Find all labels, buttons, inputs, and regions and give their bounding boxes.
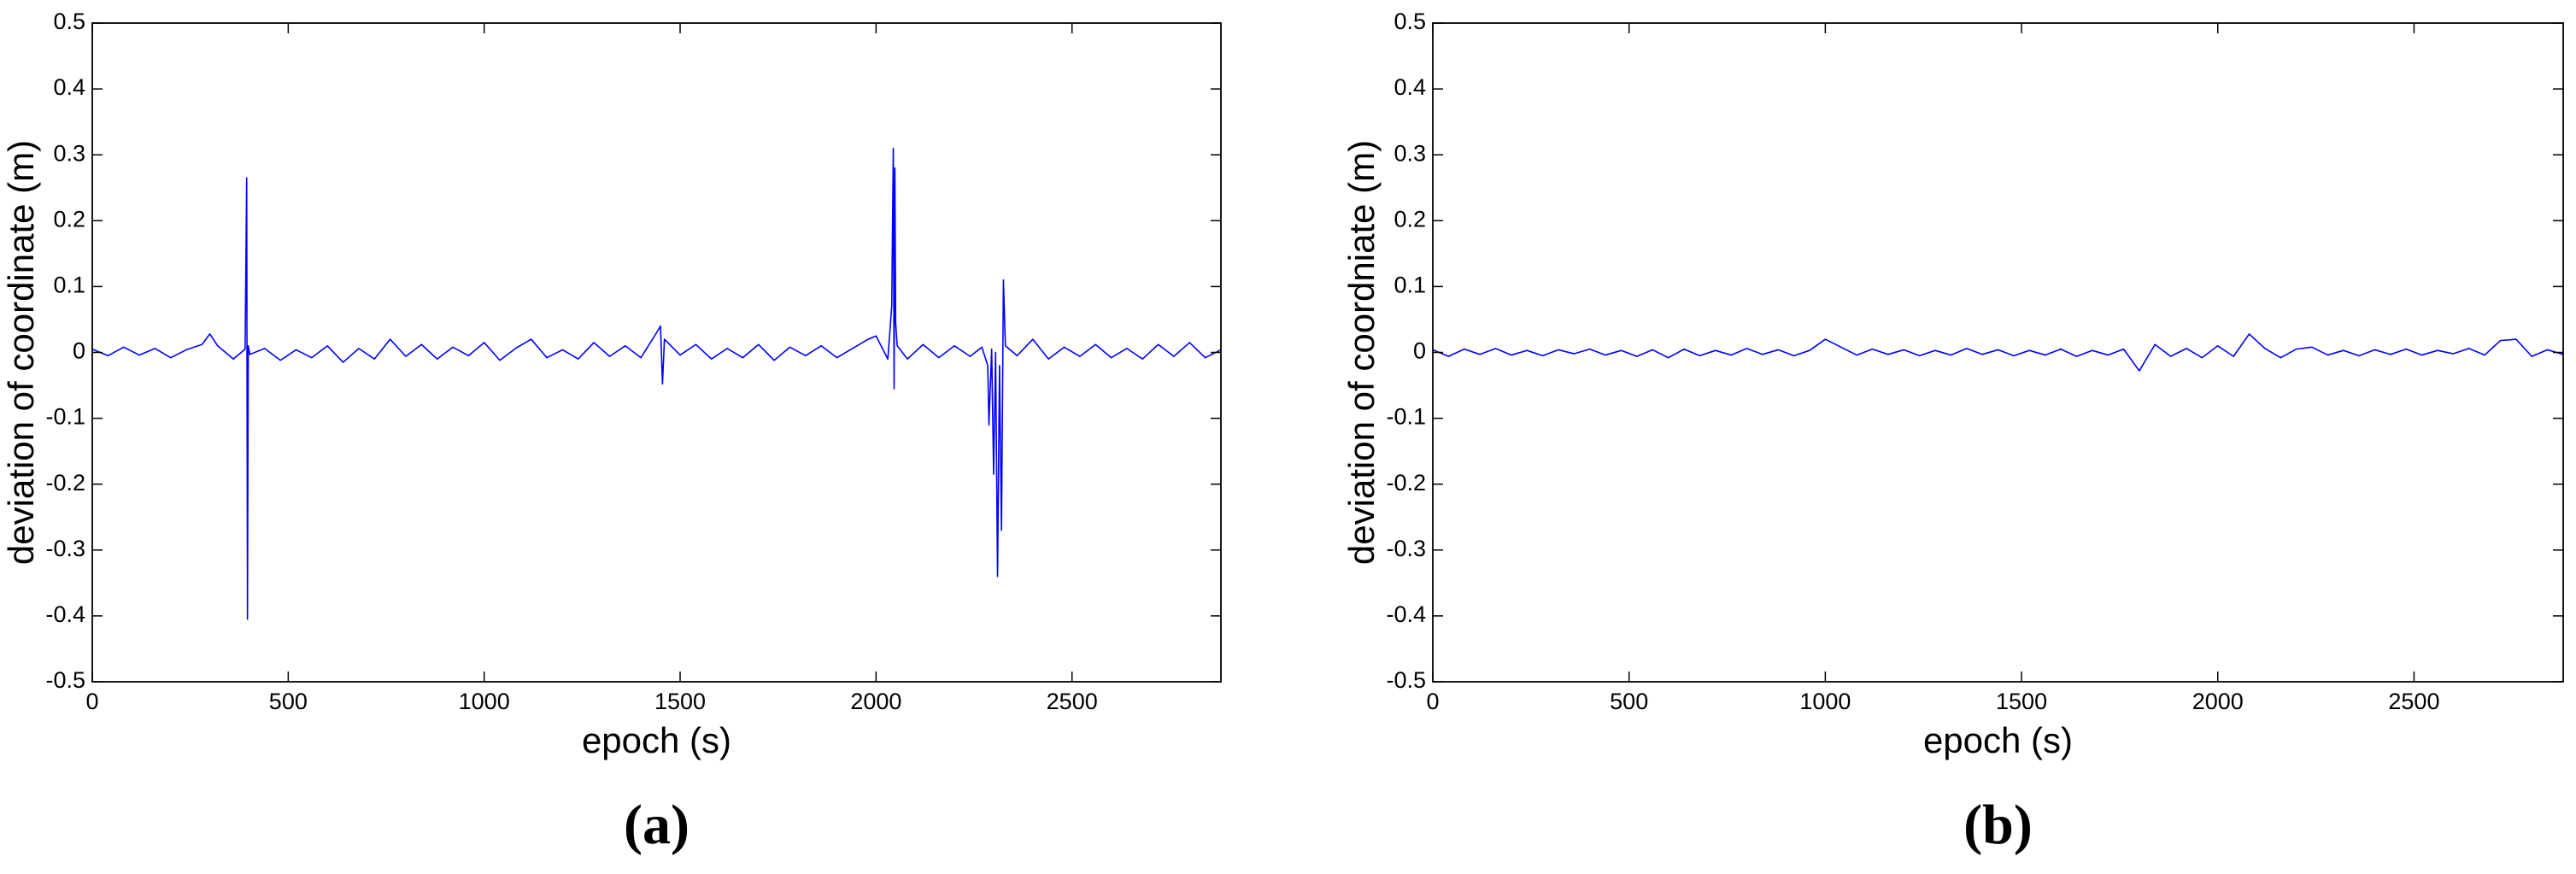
x-tick-label: 1000: [459, 689, 510, 714]
y-tick-label: 0.4: [1394, 74, 1426, 100]
plot-area: [92, 23, 1221, 682]
x-tick-label: 2000: [2192, 689, 2244, 714]
y-tick-label: -0.3: [1386, 536, 1426, 561]
y-tick-label: -0.5: [45, 667, 85, 693]
y-tick-label: 0.4: [53, 74, 85, 100]
x-tick-label: 1500: [1996, 689, 2047, 714]
caption: (a): [624, 794, 689, 856]
x-tick-label: 0: [1426, 689, 1439, 714]
y-axis-label: deviation of coordinate (m): [1, 140, 41, 565]
y-axis-label: deviation of coordniate (m): [1341, 140, 1382, 565]
y-tick-label: 0: [1413, 338, 1426, 364]
y-tick-label: 0.5: [1394, 9, 1426, 34]
x-tick-label: 500: [269, 689, 308, 714]
caption: (b): [1963, 794, 2033, 856]
x-tick-label: 2500: [2388, 689, 2439, 714]
data-line: [91, 147, 1222, 620]
x-tick-label: 500: [1610, 689, 1648, 714]
x-tick-label: 0: [85, 689, 98, 714]
y-tick-label: 0.5: [53, 9, 85, 34]
y-tick-label: -0.5: [1386, 667, 1426, 693]
y-tick-label: 0.3: [1394, 140, 1426, 166]
x-tick-label: 1500: [654, 689, 706, 714]
y-tick-label: 0: [73, 338, 85, 364]
y-tick-label: 0.1: [1394, 273, 1426, 298]
x-tick-label: 2000: [850, 689, 901, 714]
y-tick-label: 0.3: [53, 140, 85, 166]
y-tick-label: 0.2: [53, 206, 85, 232]
y-tick-label: -0.2: [1386, 470, 1426, 496]
y-tick-label: -0.1: [45, 404, 85, 430]
y-tick-label: 0.2: [1394, 206, 1426, 232]
x-tick-label: 2500: [1047, 689, 1098, 714]
y-tick-label: -0.4: [45, 601, 85, 627]
data-line: [1432, 333, 2564, 372]
plot-area: [1433, 23, 2563, 682]
y-tick-label: -0.4: [1386, 601, 1426, 627]
y-tick-label: -0.1: [1386, 404, 1426, 430]
y-tick-label: 0.1: [53, 273, 85, 298]
x-axis-label: epoch (s): [1923, 720, 2073, 760]
x-axis-label: epoch (s): [582, 720, 731, 760]
y-tick-label: -0.3: [45, 536, 85, 561]
x-tick-label: 1000: [1799, 689, 1851, 714]
y-tick-label: -0.2: [45, 470, 85, 496]
